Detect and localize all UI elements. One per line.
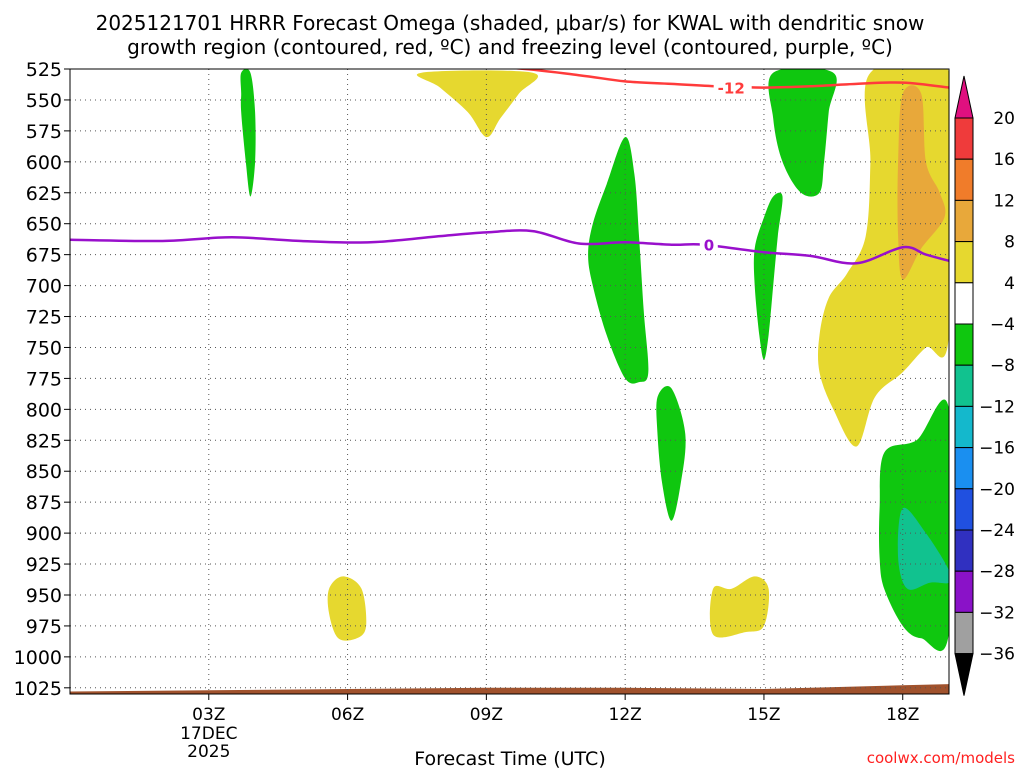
x-tick-label: 18Z bbox=[886, 705, 919, 725]
y-tick-label: 800 bbox=[26, 399, 62, 421]
omega-region-10 bbox=[327, 576, 367, 641]
y-tick-label: 975 bbox=[26, 616, 62, 638]
colorbar-label: −4 bbox=[990, 315, 1015, 335]
colorbar-label: −16 bbox=[979, 439, 1015, 459]
colorbar-swatch bbox=[954, 529, 974, 572]
colorbar-label: −8 bbox=[990, 356, 1015, 376]
colorbar-swatch bbox=[954, 117, 974, 160]
colorbar-swatch bbox=[954, 323, 974, 366]
colorbar: 20 16 12 8 4 −4 −8 −12 −16 −20 −24 −28 −32 −36 bbox=[954, 75, 1015, 696]
credit-text: coolwx.com/models bbox=[867, 749, 1015, 767]
y-tick-label: 550 bbox=[26, 90, 62, 112]
x-date-label: 2025 bbox=[187, 742, 230, 762]
colorbar-label: −24 bbox=[979, 521, 1015, 541]
freezing-level-contour bbox=[70, 229, 949, 265]
y-tick-label: 725 bbox=[26, 307, 62, 329]
contour-label: 0 bbox=[704, 237, 714, 255]
y-tick-label: 825 bbox=[26, 430, 62, 452]
colorbar-swatch bbox=[954, 199, 974, 243]
colorbar-swatch bbox=[954, 405, 974, 449]
omega-region-0 bbox=[240, 69, 256, 197]
colorbar-swatch bbox=[954, 158, 974, 201]
x-tick-label: 15Z bbox=[747, 705, 780, 725]
colorbar-swatch bbox=[954, 447, 974, 490]
y-tick-label: 900 bbox=[26, 523, 62, 545]
y-tick-label: 775 bbox=[26, 368, 62, 390]
omega-region-9 bbox=[897, 507, 949, 590]
y-tick-label: 525 bbox=[26, 59, 62, 81]
contour-label-bg bbox=[713, 79, 752, 96]
colorbar-label: 20 bbox=[993, 109, 1015, 129]
colorbar-label: 12 bbox=[993, 191, 1015, 211]
contour-lines: -12 0 bbox=[70, 69, 949, 265]
colorbar-label: −20 bbox=[979, 480, 1015, 500]
colorbar-label: −12 bbox=[979, 397, 1015, 417]
omega-region-3 bbox=[753, 192, 783, 360]
omega-region-1 bbox=[416, 70, 539, 138]
y-tick-label: 750 bbox=[26, 337, 62, 359]
x-tick-label: 09Z bbox=[470, 705, 503, 725]
x-tick-label: 06Z bbox=[331, 705, 364, 725]
y-tick-label: 850 bbox=[26, 461, 62, 483]
colorbar-label: −32 bbox=[979, 603, 1015, 623]
omega-region-5 bbox=[818, 69, 949, 447]
plot-frame bbox=[69, 68, 950, 695]
colorbar-label: −28 bbox=[979, 562, 1015, 582]
colorbar-label: −36 bbox=[979, 645, 1015, 665]
y-tick-label: 1025 bbox=[14, 678, 62, 700]
colorbar-swatch bbox=[954, 282, 974, 325]
colorbar-swatch bbox=[954, 364, 974, 407]
colorbar-top-arrow bbox=[954, 75, 974, 119]
y-tick-label: 625 bbox=[26, 183, 62, 205]
y-tick-label: 950 bbox=[26, 585, 62, 607]
colorbar-label: 8 bbox=[1004, 233, 1015, 253]
omega-region-2 bbox=[588, 137, 649, 384]
terrain-fill bbox=[70, 684, 949, 694]
y-axis: 525 550 575 600 625 650 675 700 725 750 775 800 825 8… bbox=[14, 59, 70, 700]
chart-title-line1: 2025121701 HRRR Forecast Omega (shaded, … bbox=[96, 11, 925, 35]
x-tick-label: 12Z bbox=[609, 705, 642, 725]
y-tick-label: 675 bbox=[26, 245, 62, 267]
shaded-regions bbox=[70, 69, 949, 694]
omega-region-11 bbox=[709, 576, 770, 638]
x-axis-label: Forecast Time (UTC) bbox=[414, 748, 605, 768]
colorbar-swatch bbox=[954, 241, 974, 284]
y-tick-label: 925 bbox=[26, 554, 62, 576]
y-tick-label: 600 bbox=[26, 152, 62, 174]
contour-label-bg bbox=[699, 236, 718, 253]
y-tick-label: 700 bbox=[26, 276, 62, 298]
y-tick-label: 875 bbox=[26, 492, 62, 514]
omega-region-6 bbox=[897, 85, 946, 280]
y-tick-label: 1000 bbox=[14, 647, 62, 669]
omega-region-7 bbox=[656, 385, 686, 521]
colorbar-swatch bbox=[954, 611, 974, 655]
omega-region-4 bbox=[768, 69, 837, 197]
colorbar-swatch bbox=[954, 570, 974, 613]
contour-label: -12 bbox=[718, 80, 745, 98]
colorbar-swatch bbox=[954, 488, 974, 531]
gridlines bbox=[70, 68, 949, 694]
colorbar-bottom-arrow bbox=[954, 653, 974, 696]
colorbar-label: 16 bbox=[993, 150, 1015, 170]
colorbar-label: 4 bbox=[1004, 274, 1015, 294]
chart-title-line2: growth region (contoured, red, ºC) and f… bbox=[127, 35, 893, 59]
x-tick-label: 03Z bbox=[192, 705, 225, 725]
y-tick-label: 650 bbox=[26, 214, 62, 236]
y-tick-label: 575 bbox=[26, 121, 62, 143]
x-date-label: 17DEC bbox=[180, 724, 237, 744]
